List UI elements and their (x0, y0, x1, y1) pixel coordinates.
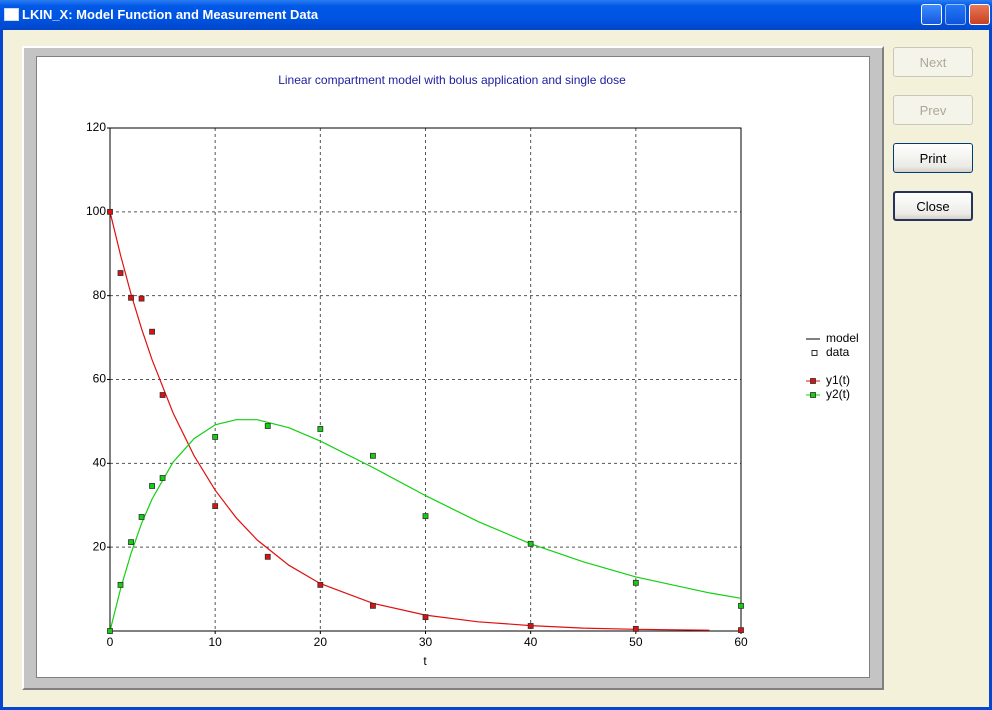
x-tick-label: 30 (419, 635, 433, 649)
data-point (738, 627, 744, 634)
window-icon (4, 8, 19, 21)
data-point (149, 328, 155, 335)
close-window-button[interactable] (969, 4, 990, 25)
y-tick-label: 120 (86, 120, 106, 134)
minimize-button[interactable] (921, 4, 942, 25)
y-tick-label: 100 (86, 204, 106, 218)
legend-label: model (826, 331, 859, 345)
data-point (128, 294, 134, 301)
x-tick-label: 10 (208, 635, 222, 649)
data-point (107, 208, 113, 215)
data-point (212, 503, 219, 509)
data-point (159, 392, 166, 398)
data-point (632, 579, 639, 586)
x-tick-label: 20 (314, 635, 328, 649)
legend-marker (810, 378, 816, 384)
model-curve (109, 211, 710, 631)
window-title: LKIN_X: Model Function and Measurement D… (22, 7, 319, 22)
button[interactable]: Close (893, 191, 973, 221)
legend-label: data (826, 345, 850, 359)
title-bar: LKIN_X: Model Function and Measurement D… (0, 0, 992, 30)
data-point (264, 423, 271, 429)
data-point (138, 514, 145, 520)
data-point (138, 295, 145, 302)
data-point (527, 540, 534, 547)
plot-area (109, 127, 742, 632)
window-edge (0, 707, 992, 710)
maximize-button (945, 4, 966, 25)
y-tick-label: 40 (93, 456, 107, 470)
window-edge (0, 30, 3, 710)
data-point (107, 628, 113, 634)
data-point (422, 614, 429, 621)
data-point (264, 553, 271, 560)
data-point (159, 475, 166, 481)
legend-marker (811, 350, 818, 356)
data-point (370, 452, 376, 459)
data-point (317, 426, 324, 432)
chart-title: Linear compartment model with bolus appl… (278, 73, 626, 87)
legend-label: y1(t) (826, 373, 850, 387)
y-tick-label: 80 (93, 288, 107, 302)
x-tick-label: 0 (107, 635, 114, 649)
data-point (128, 539, 134, 546)
button: Prev (893, 95, 973, 125)
data-point (117, 270, 124, 276)
button: Next (893, 47, 973, 77)
data-point (422, 513, 429, 520)
x-tick-label: 50 (629, 635, 643, 649)
legend-label: y2(t) (826, 387, 850, 401)
y-tick-label: 60 (93, 372, 107, 386)
legend-marker (810, 392, 816, 398)
data-point (149, 483, 155, 489)
y-tick-label: 20 (93, 539, 107, 553)
button[interactable]: Print (893, 143, 973, 173)
x-axis-label: t (423, 654, 427, 668)
chart-background (36, 56, 870, 678)
data-point (212, 434, 219, 440)
window-edge (989, 30, 992, 710)
data-point (317, 581, 324, 588)
data-point (370, 602, 376, 609)
data-point (738, 602, 744, 609)
x-tick-label: 40 (524, 635, 538, 649)
data-point (527, 623, 534, 629)
x-tick-label: 60 (734, 635, 748, 649)
data-point (632, 626, 639, 632)
data-point (117, 581, 124, 588)
